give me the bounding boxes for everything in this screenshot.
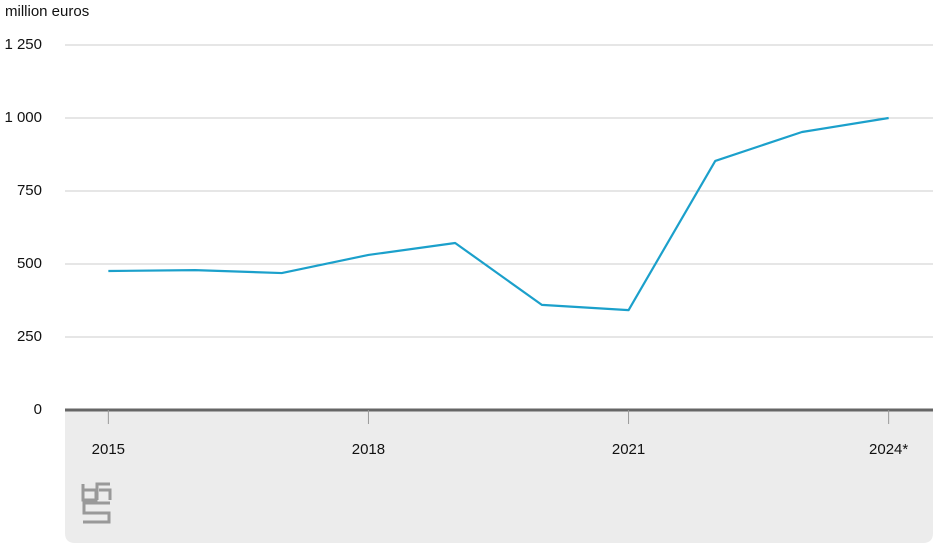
y-tick-label: 500 (17, 255, 42, 272)
x-tick-label: 2021 (612, 441, 645, 458)
x-tick-label: 2018 (352, 441, 385, 458)
x-axis-panel (65, 410, 933, 543)
x-tick-label: 2015 (92, 441, 125, 458)
y-axis-label: million euros (5, 3, 89, 20)
line (108, 116, 889, 312)
logo (81, 482, 112, 524)
y-tick-label: 750 (17, 182, 42, 199)
y-tick-label: 1 250 (4, 36, 42, 53)
y-tick-label: 250 (17, 328, 42, 345)
x-tick-label: 2024* (869, 441, 908, 458)
y-tick-label: 0 (34, 401, 42, 418)
y-tick-label: 1 000 (4, 109, 42, 126)
